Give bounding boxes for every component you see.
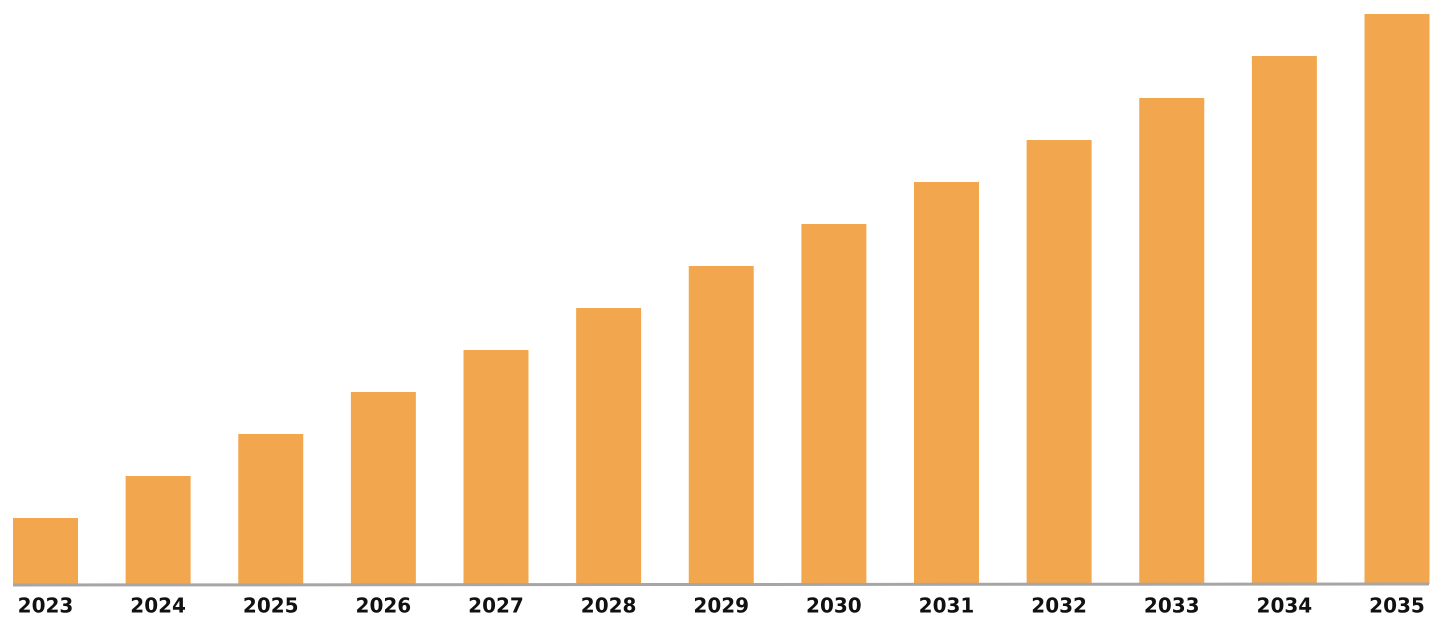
x-tick-label: 2035 bbox=[1369, 594, 1425, 618]
x-tick-label: 2033 bbox=[1144, 594, 1200, 618]
x-tick-label: 2025 bbox=[243, 594, 299, 618]
x-tick-label: 2026 bbox=[356, 594, 412, 618]
x-tick-label: 2023 bbox=[18, 594, 74, 618]
bar bbox=[1026, 140, 1092, 584]
bar bbox=[914, 182, 979, 584]
bar bbox=[350, 392, 416, 584]
bar bbox=[801, 224, 867, 584]
bar bbox=[688, 266, 754, 584]
x-tick-label: 2024 bbox=[130, 594, 186, 618]
x-tick-label: 2028 bbox=[581, 594, 637, 618]
bar bbox=[13, 518, 78, 584]
bar bbox=[1139, 98, 1205, 584]
bar bbox=[1364, 14, 1430, 584]
x-tick-label: 2031 bbox=[919, 594, 975, 618]
bar bbox=[238, 434, 304, 584]
bar bbox=[576, 308, 642, 584]
x-tick-label: 2032 bbox=[1031, 594, 1087, 618]
x-axis bbox=[12, 582, 1430, 587]
bar bbox=[463, 350, 529, 584]
bar bbox=[1251, 56, 1317, 584]
bar bbox=[125, 476, 191, 584]
x-tick-label: 2027 bbox=[468, 594, 524, 618]
x-tick-label: 2029 bbox=[693, 594, 749, 618]
x-tick-label: 2030 bbox=[806, 594, 862, 618]
x-tick-label: 2034 bbox=[1257, 594, 1313, 618]
